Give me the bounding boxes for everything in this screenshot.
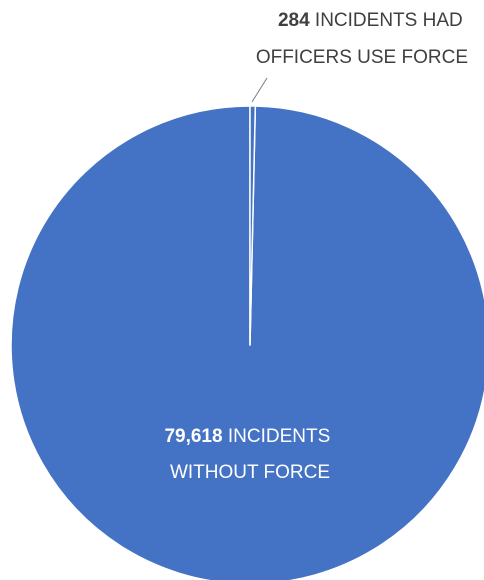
label-no-force-text-2: WITHOUT FORCE: [170, 462, 330, 483]
label-no-force-text-1: INCIDENTS: [228, 426, 330, 447]
label-force-value: 284: [278, 10, 310, 31]
label-force-incidents: 284 INCIDENTS HAD OFFICERS USE FORCE: [256, 10, 468, 68]
label-no-force-value: 79,618: [164, 426, 222, 447]
label-force-text-2: OFFICERS USE FORCE: [256, 47, 468, 68]
pie-slice-no-force: [10, 105, 484, 580]
leader-line: [251, 77, 268, 103]
pie-slice-force: [249, 105, 257, 346]
label-force-text-1: INCIDENTS HAD: [315, 10, 463, 31]
label-no-force-incidents: 79,618 INCIDENTS WITHOUT FORCE: [164, 426, 335, 483]
pie-slices: [10, 105, 484, 580]
